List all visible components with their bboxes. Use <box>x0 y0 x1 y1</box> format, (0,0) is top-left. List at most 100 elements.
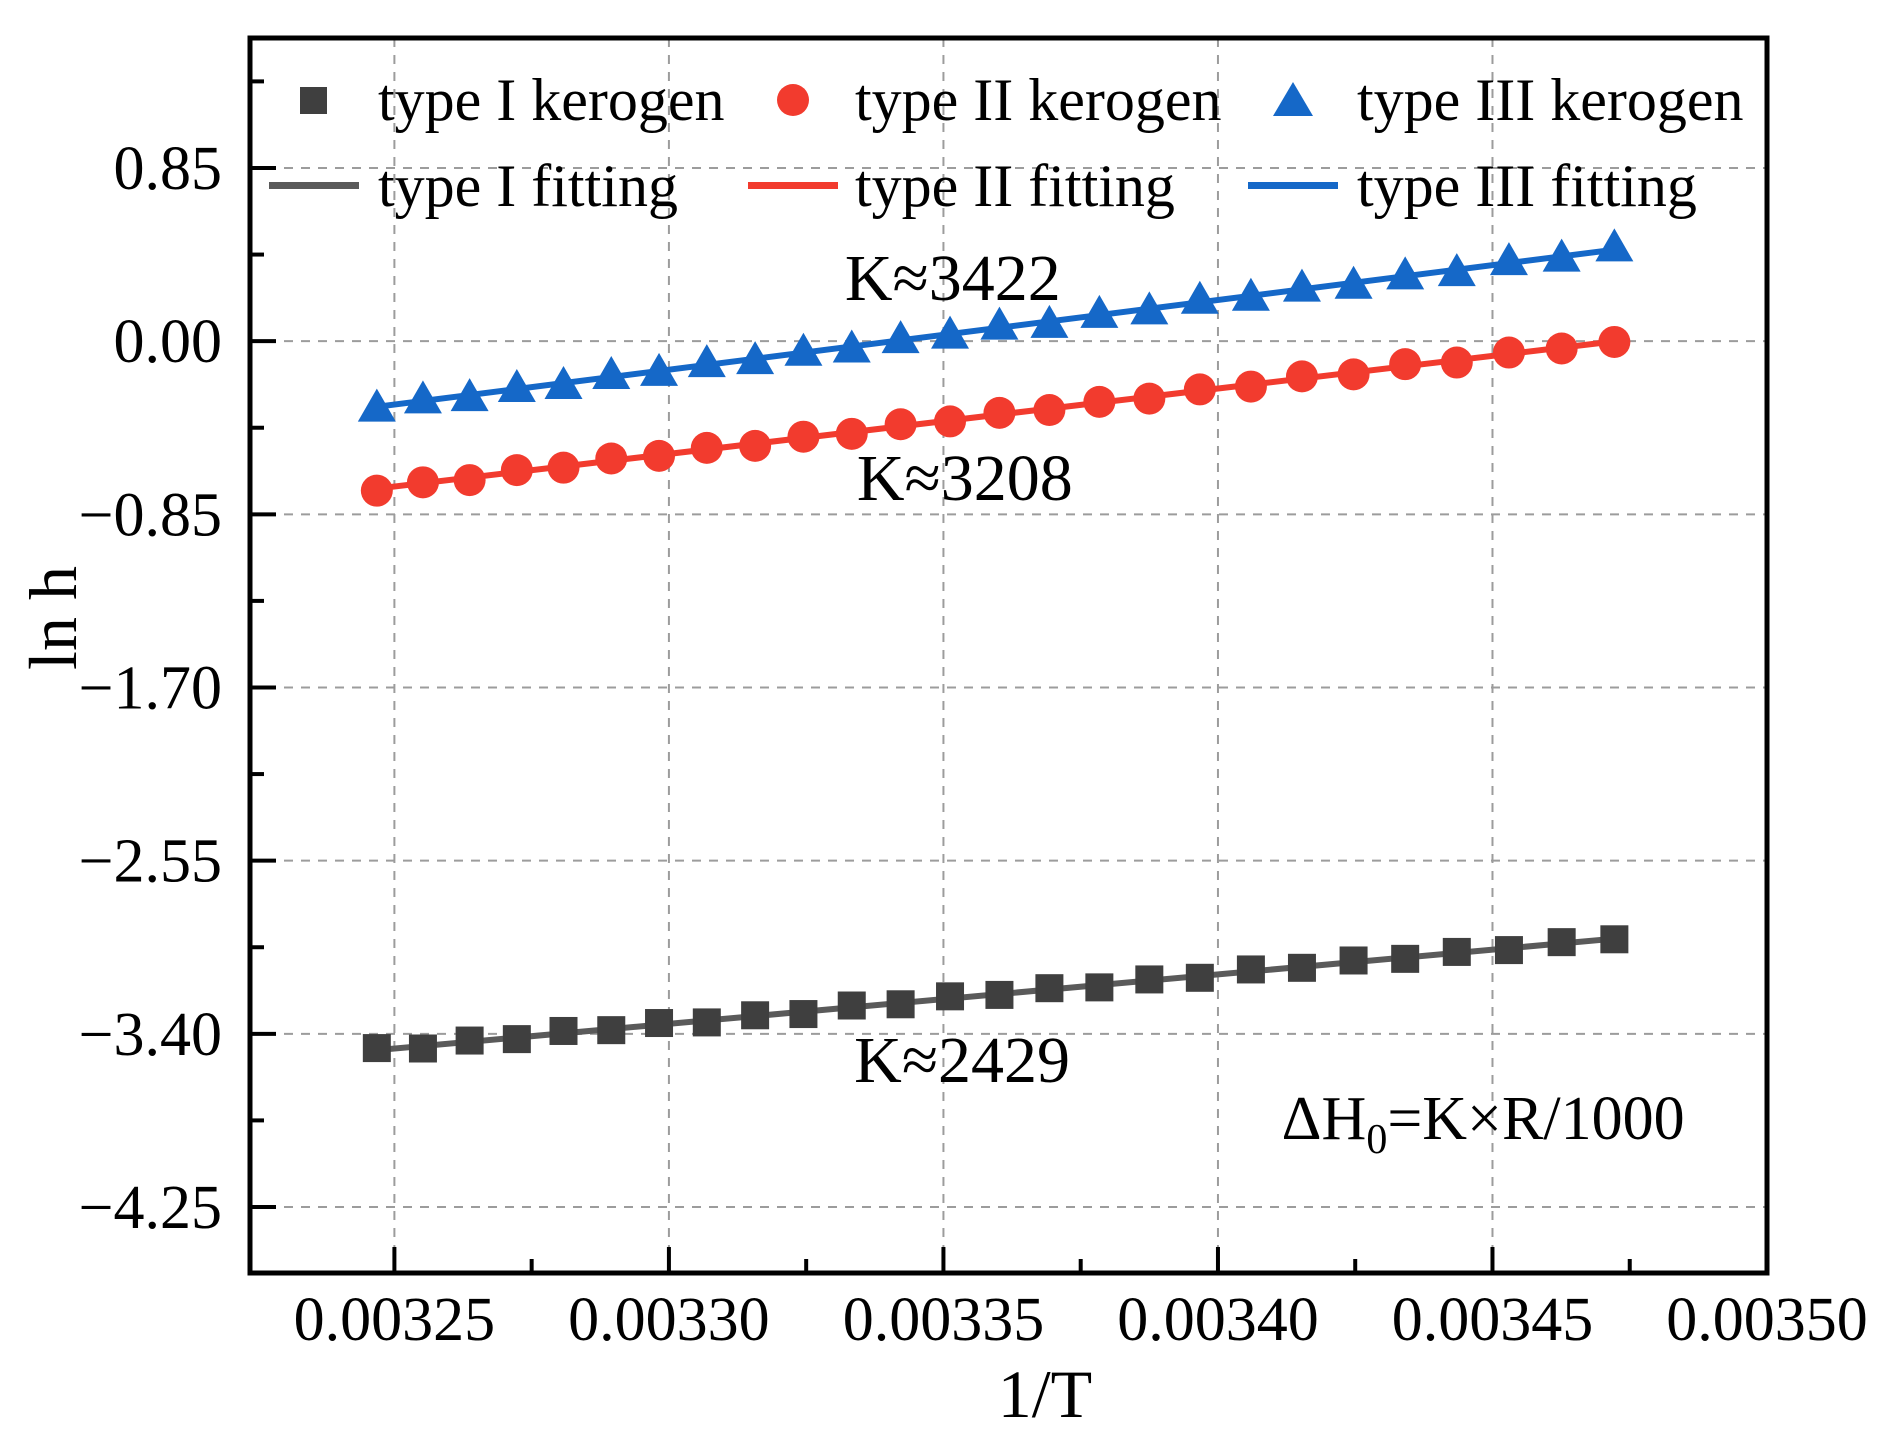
y-tick-label: 0.85 <box>114 135 223 203</box>
circle-marker <box>1440 346 1473 379</box>
square-marker <box>645 1009 674 1038</box>
triangle-marker <box>881 320 920 354</box>
legend-label-type3-fitting: type III fitting <box>1357 153 1697 219</box>
legend-square-marker-icon <box>300 87 327 114</box>
triangle-marker <box>450 378 489 412</box>
square-marker <box>1442 937 1471 966</box>
triangle-marker <box>1282 268 1321 302</box>
y-tick-label: −4.25 <box>79 1174 222 1242</box>
triangle-marker <box>1542 238 1581 272</box>
square-marker <box>1185 963 1214 992</box>
legend-label-type1-kerogen: type I kerogen <box>378 67 725 133</box>
circle-marker <box>690 431 723 464</box>
square-marker <box>886 990 915 1019</box>
x-tick-label: 0.00350 <box>1666 1286 1868 1354</box>
plot-border <box>247 35 1770 1276</box>
square-marker <box>1547 928 1576 957</box>
circle-marker <box>1234 370 1267 403</box>
triangle-marker <box>1030 304 1069 338</box>
triangle-marker <box>687 344 726 378</box>
circle-marker <box>1133 382 1166 415</box>
series-markers <box>362 925 1629 1063</box>
square-marker <box>455 1026 484 1055</box>
square-marker <box>1035 974 1064 1003</box>
circle-marker <box>1492 336 1525 369</box>
triangle-marker <box>592 355 631 389</box>
circle-marker <box>547 451 580 484</box>
annotation-text: K≈3422 <box>845 242 1061 315</box>
circle-marker <box>739 429 772 462</box>
circle-marker <box>1033 394 1066 427</box>
square-marker <box>1135 965 1164 994</box>
square-marker <box>1339 946 1368 975</box>
circle-marker <box>1389 348 1422 381</box>
triangle-marker <box>931 315 970 349</box>
x-tick-label: 0.00330 <box>568 1286 770 1354</box>
triangle-marker <box>980 306 1019 340</box>
axes: 0.00325 0.00330 0.00335 0.00340 0.00345 0.003… <box>79 35 1868 1354</box>
circle-marker <box>1337 358 1370 391</box>
legend-red-line-icon <box>748 182 838 189</box>
square-marker <box>1494 936 1523 965</box>
circle-marker <box>884 408 917 441</box>
y-tick-label: −0.85 <box>79 481 222 549</box>
square-marker <box>1600 925 1629 954</box>
circle-marker <box>500 454 533 487</box>
y-tick-label: −2.55 <box>79 828 222 896</box>
circle-marker <box>1545 332 1578 365</box>
circle-marker <box>983 396 1016 429</box>
legend-blue-line-icon <box>1248 182 1338 189</box>
square-marker <box>549 1016 578 1045</box>
triangle-marker <box>1334 265 1373 299</box>
legend-label-type1-fitting: type I fitting <box>378 153 678 219</box>
triangle-marker <box>736 341 775 375</box>
x-tick-label: 0.00340 <box>1117 1286 1319 1354</box>
square-marker <box>1085 973 1114 1002</box>
series-markers <box>357 228 1634 422</box>
triangle-marker <box>1231 277 1270 311</box>
square-marker <box>789 1000 818 1029</box>
circle-marker <box>643 439 676 472</box>
y-tick-label: −1.70 <box>79 654 222 722</box>
legend-label-type2-fitting: type II fitting <box>855 153 1175 219</box>
annotation-text: ΔH0=K×R/1000 <box>1282 1085 1685 1163</box>
circle-marker <box>835 417 868 450</box>
annotation-text: K≈2429 <box>854 1024 1070 1097</box>
y-tick-label: −3.40 <box>79 1001 222 1069</box>
series-markers <box>360 325 1631 507</box>
triangle-marker <box>640 352 679 386</box>
square-marker <box>1287 953 1316 982</box>
square-marker <box>597 1016 626 1045</box>
legend-triangle-marker-icon <box>1273 82 1313 116</box>
annotations: K≈3422 K≈3208 K≈2429 ΔH0=K×R/1000 <box>845 242 1685 1163</box>
square-marker <box>837 991 866 1020</box>
circle-marker <box>406 466 439 499</box>
y-axis-label: ln h <box>15 566 91 670</box>
legend-label-type2-kerogen: type II kerogen <box>855 67 1222 133</box>
x-tick-label: 0.00345 <box>1392 1286 1594 1354</box>
legend-gray-line-icon <box>269 182 359 189</box>
circle-marker <box>595 442 628 475</box>
legend-label-type3-kerogen: type III kerogen <box>1357 67 1744 133</box>
triangle-marker <box>544 365 583 399</box>
data-series <box>357 228 1634 1063</box>
circle-marker <box>934 405 967 438</box>
square-marker <box>1391 944 1420 973</box>
y-tick-label: 0.00 <box>114 308 223 376</box>
circle-marker <box>1598 325 1631 358</box>
triangle-marker <box>1180 280 1219 314</box>
triangle-marker <box>1130 291 1169 325</box>
annotation-text: K≈3208 <box>857 442 1073 515</box>
circle-marker <box>787 420 820 453</box>
circle-marker <box>1285 360 1318 393</box>
triangle-marker <box>1489 242 1528 276</box>
triangle-marker <box>357 388 396 422</box>
triangle-marker <box>1386 256 1425 290</box>
square-marker <box>502 1025 531 1054</box>
circle-marker <box>1083 385 1116 418</box>
triangle-marker <box>1437 253 1476 287</box>
square-marker <box>408 1034 437 1063</box>
